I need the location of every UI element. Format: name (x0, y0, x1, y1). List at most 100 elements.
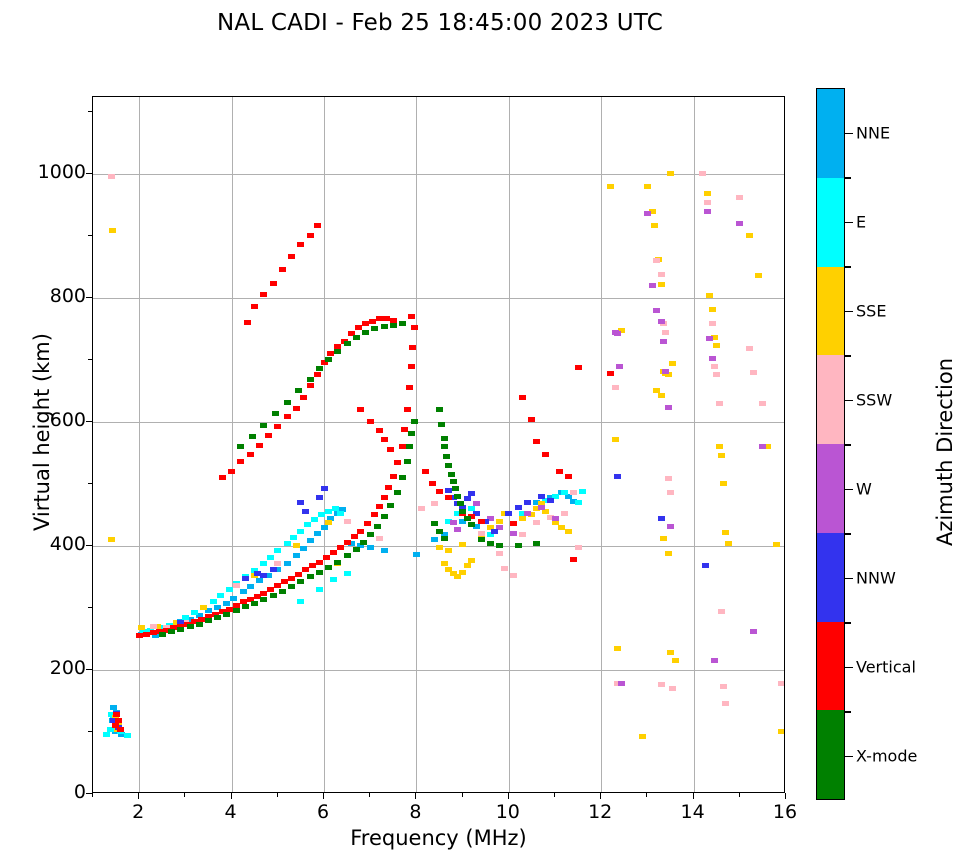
data-point (717, 609, 725, 615)
data-point (533, 500, 541, 506)
data-point (514, 505, 522, 510)
x-tick (600, 793, 602, 799)
data-point (375, 316, 383, 322)
data-point (267, 554, 275, 560)
data-point (459, 508, 467, 514)
data-point (389, 317, 397, 323)
data-point (186, 616, 194, 622)
colorbar-label-ssw: SSW (856, 390, 893, 409)
data-point (283, 399, 291, 405)
gridline-vertical (416, 97, 418, 792)
data-point (260, 590, 268, 596)
data-point (318, 512, 326, 518)
data-point (523, 511, 531, 517)
data-point (618, 327, 626, 333)
data-point (389, 474, 397, 479)
data-point (399, 321, 407, 327)
data-point (468, 513, 476, 519)
data-point (468, 522, 476, 528)
data-point (313, 223, 321, 229)
data-point (472, 511, 480, 517)
data-point (650, 223, 658, 229)
data-point (375, 503, 383, 509)
data-point (713, 342, 721, 348)
data-point (399, 475, 407, 481)
data-point (149, 630, 157, 636)
data-point (708, 306, 716, 312)
y-tick-label: 800 (49, 284, 86, 307)
colorbar-label: Azimuth Direction (933, 357, 957, 547)
data-point (546, 514, 554, 520)
data-point (110, 704, 118, 710)
data-point (613, 474, 621, 479)
data-point (274, 548, 282, 554)
data-point (750, 369, 758, 375)
gridline-vertical (231, 97, 233, 792)
data-point (269, 593, 277, 599)
data-point (449, 570, 457, 576)
x-tick-label: 8 (409, 801, 422, 823)
colorbar-label-vertical: Vertical (856, 657, 916, 676)
data-point (283, 560, 291, 566)
data-point (405, 444, 413, 450)
data-point (269, 280, 277, 286)
data-point (327, 516, 335, 522)
data-point (306, 377, 314, 383)
data-point (431, 521, 439, 527)
data-point (399, 444, 407, 450)
data-point (468, 506, 476, 512)
data-point (482, 518, 490, 524)
gridline-horizontal (93, 173, 784, 175)
data-point (710, 657, 718, 663)
x-tick-minor (554, 793, 555, 797)
data-point (260, 423, 268, 429)
data-point (198, 616, 206, 622)
colorbar-boundary-tick (845, 355, 851, 357)
data-point (315, 586, 323, 592)
colorbar-tick (845, 666, 853, 669)
data-point (560, 490, 568, 496)
data-point (643, 183, 651, 189)
data-point (343, 539, 351, 545)
data-point (660, 536, 668, 542)
data-point (528, 416, 536, 422)
data-point (710, 335, 718, 341)
data-point (440, 435, 448, 441)
data-point (281, 579, 289, 585)
data-point (375, 428, 383, 434)
data-point (409, 345, 417, 351)
data-point (519, 516, 527, 522)
data-point (710, 363, 718, 369)
y-tick (86, 172, 92, 174)
data-point (348, 540, 356, 546)
data-point (325, 357, 333, 363)
data-point (297, 242, 305, 248)
data-point (237, 459, 245, 465)
data-point (269, 567, 277, 573)
data-point (251, 600, 259, 606)
data-point (648, 283, 656, 288)
data-point (278, 589, 286, 595)
data-point (459, 569, 467, 575)
data-point (533, 506, 541, 512)
data-point (664, 372, 672, 378)
data-point (701, 563, 709, 569)
data-point (759, 400, 767, 406)
y-tick-label: 200 (49, 656, 86, 679)
colorbar-segment-x-mode (817, 710, 844, 799)
data-point (463, 496, 471, 502)
data-point (452, 486, 460, 492)
data-point (551, 516, 559, 522)
data-point (158, 631, 166, 637)
data-point (154, 624, 162, 630)
colorbar-label-nnw: NNW (856, 568, 896, 587)
x-tick-label: 10 (495, 801, 520, 823)
y-tick-minor (88, 606, 92, 608)
data-point (565, 493, 573, 499)
data-point (214, 615, 222, 621)
data-point (216, 593, 224, 599)
colorbar-label-e: E (856, 212, 867, 231)
data-point (107, 727, 115, 732)
data-point (706, 292, 714, 298)
data-point (574, 500, 582, 506)
